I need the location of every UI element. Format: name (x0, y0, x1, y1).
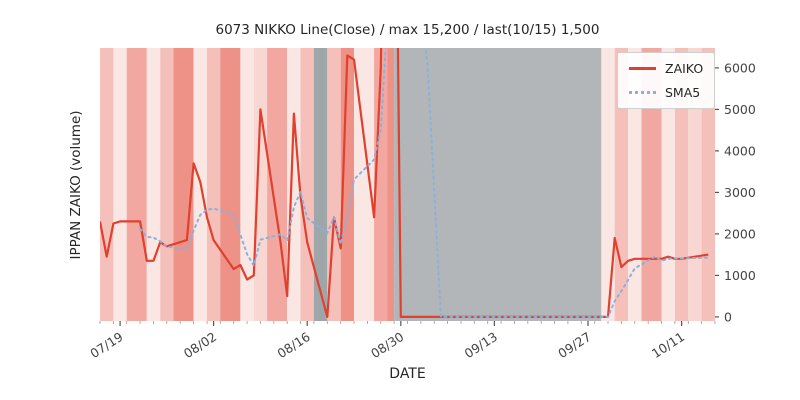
legend-item-zaiko: ZAIKO (629, 61, 703, 76)
x-tick-label: 08/02 (181, 329, 219, 361)
x-tick-label: 08/30 (368, 329, 406, 361)
background-band (394, 48, 602, 321)
x-minor-ticks (99, 321, 716, 324)
y-tick-label: 0 (724, 309, 732, 324)
background-band (387, 48, 395, 321)
y-tick-label: 6000 (724, 60, 756, 75)
background-band (220, 48, 241, 321)
background-band (688, 48, 702, 321)
background-band (100, 48, 114, 321)
background-band (240, 48, 254, 321)
background-band (173, 48, 194, 321)
zaiko-line-sample (629, 67, 656, 70)
y-tick-label: 4000 (724, 143, 756, 158)
x-axis-label: DATE (389, 366, 426, 382)
y-tick-label: 5000 (724, 102, 756, 117)
background-band (701, 48, 715, 321)
legend-label-sma5: SMA5 (665, 85, 701, 100)
sma5-line-sample (629, 91, 656, 94)
background-band (253, 48, 268, 321)
background-band (628, 48, 642, 321)
x-tick-label: 09/27 (555, 329, 593, 361)
background-band (354, 48, 375, 321)
y-tick-label: 1000 (724, 268, 756, 283)
x-tick-label: 09/13 (462, 329, 500, 361)
legend: ZAIKO SMA5 (617, 52, 716, 109)
x-tick-label: 08/16 (274, 329, 312, 361)
legend-label-zaiko: ZAIKO (665, 61, 704, 76)
x-tick-label: 10/11 (649, 329, 687, 361)
background-bands (100, 48, 715, 321)
background-band (160, 48, 174, 321)
y-tick-label: 2000 (724, 226, 756, 241)
chart-title: 6073 NIKKO Line(Close) / max 15,200 / la… (215, 22, 600, 38)
background-band (661, 48, 675, 321)
background-band (340, 48, 355, 321)
background-band (287, 48, 301, 321)
background-band (601, 48, 615, 321)
background-band (126, 48, 147, 321)
background-band (207, 48, 221, 321)
background-band (313, 48, 328, 321)
x-tick-label: 07/19 (87, 329, 125, 361)
sma5-line (139, 48, 710, 318)
background-band (374, 48, 388, 321)
background-band (113, 48, 127, 321)
legend-item-sma5: SMA5 (629, 85, 703, 100)
background-band (146, 48, 161, 321)
background-band (641, 48, 662, 321)
background-band (674, 48, 689, 321)
background-band (300, 48, 314, 321)
y-tick-label: 3000 (724, 185, 756, 200)
